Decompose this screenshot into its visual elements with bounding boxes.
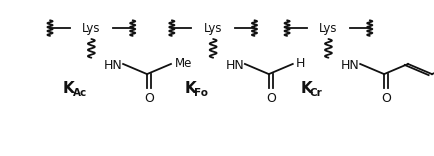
- Text: O: O: [381, 92, 390, 105]
- Text: O: O: [266, 92, 275, 105]
- Text: Lys: Lys: [82, 22, 100, 35]
- Text: Me: Me: [175, 57, 192, 70]
- Text: K: K: [184, 81, 196, 96]
- Text: Cr: Cr: [309, 88, 322, 98]
- Text: K: K: [63, 81, 75, 96]
- Text: Lys: Lys: [204, 22, 222, 35]
- Text: HN: HN: [103, 59, 122, 72]
- Text: H: H: [296, 57, 305, 70]
- Text: HN: HN: [340, 59, 358, 72]
- Text: HN: HN: [225, 59, 243, 72]
- Text: Lys: Lys: [319, 22, 337, 35]
- Text: O: O: [144, 92, 154, 105]
- Text: K: K: [299, 81, 311, 96]
- Text: Ac: Ac: [72, 88, 87, 98]
- Text: Fo: Fo: [194, 88, 208, 98]
